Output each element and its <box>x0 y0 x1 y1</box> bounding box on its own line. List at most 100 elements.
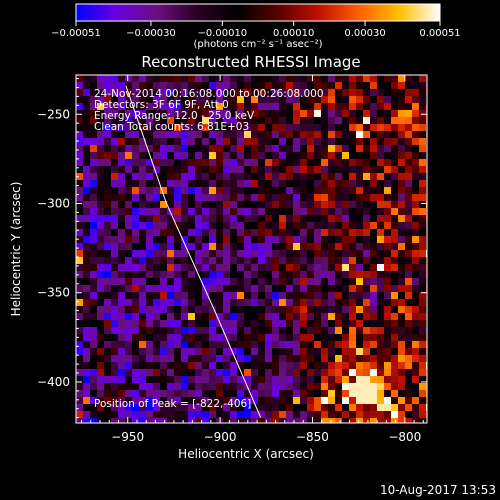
heatmap-cell <box>223 194 230 201</box>
heatmap-cell <box>272 348 279 355</box>
heatmap-cell <box>363 82 370 89</box>
heatmap-cell <box>384 194 391 201</box>
heatmap-cell <box>349 334 356 341</box>
heatmap-cell <box>181 124 188 131</box>
heatmap-cell <box>398 138 405 145</box>
heatmap-cell <box>363 418 370 423</box>
heatmap-cell <box>202 348 209 355</box>
heatmap-cell <box>83 96 90 103</box>
heatmap-cell <box>153 278 160 285</box>
heatmap-cell <box>76 306 83 313</box>
heatmap-cell <box>328 89 335 96</box>
heatmap-cell <box>97 131 104 138</box>
heatmap-cell <box>384 250 391 257</box>
heatmap-cell <box>321 166 328 173</box>
heatmap-cell <box>76 89 83 96</box>
heatmap-cell <box>237 418 244 423</box>
heatmap-cell <box>237 355 244 362</box>
heatmap-cell <box>307 117 314 124</box>
heatmap-cell <box>76 376 83 383</box>
heatmap-cell <box>293 152 300 159</box>
heatmap-cell <box>335 201 342 208</box>
heatmap-cell <box>419 180 426 187</box>
heatmap-cell <box>167 75 174 82</box>
heatmap-cell <box>244 215 251 222</box>
heatmap-cell <box>223 236 230 243</box>
heatmap-cell <box>335 390 342 397</box>
heatmap-cell <box>97 313 104 320</box>
heatmap-cell <box>286 355 293 362</box>
heatmap-cell <box>293 306 300 313</box>
heatmap-cell <box>125 173 132 180</box>
heatmap-cell <box>363 75 370 82</box>
heatmap-cell <box>195 299 202 306</box>
heatmap-cell <box>272 257 279 264</box>
heatmap-cell <box>146 194 153 201</box>
heatmap-cell <box>307 187 314 194</box>
heatmap-cell <box>230 306 237 313</box>
heatmap-cell <box>160 250 167 257</box>
heatmap-cell <box>328 404 335 411</box>
heatmap-cell <box>272 145 279 152</box>
heatmap-cell <box>118 257 125 264</box>
heatmap-cell <box>153 376 160 383</box>
heatmap-cell <box>335 348 342 355</box>
heatmap-cell <box>412 334 419 341</box>
heatmap-cell <box>391 236 398 243</box>
heatmap-cell <box>328 180 335 187</box>
heatmap-cell <box>265 110 272 117</box>
heatmap-cell <box>300 285 307 292</box>
heatmap-cell <box>181 117 188 124</box>
heatmap-cell <box>188 313 195 320</box>
heatmap-cell <box>118 369 125 376</box>
heatmap-cell <box>132 103 139 110</box>
heatmap-cell <box>363 138 370 145</box>
heatmap-cell <box>153 264 160 271</box>
heatmap-cell <box>314 173 321 180</box>
heatmap-cell <box>272 96 279 103</box>
heatmap-cell <box>167 180 174 187</box>
heatmap-cell <box>146 96 153 103</box>
heatmap-cell <box>216 278 223 285</box>
heatmap-cell <box>118 292 125 299</box>
heatmap-cell <box>244 292 251 299</box>
heatmap-cell <box>314 376 321 383</box>
heatmap-cell <box>328 418 335 423</box>
heatmap-cell <box>377 138 384 145</box>
heatmap-cell <box>209 264 216 271</box>
heatmap-cell <box>174 404 181 411</box>
heatmap-cell <box>377 82 384 89</box>
heatmap-cell <box>125 243 132 250</box>
heatmap-cell <box>398 278 405 285</box>
colorbar-tick-label: −0.00030 <box>126 28 176 39</box>
heatmap-cell <box>286 208 293 215</box>
heatmap-cell <box>97 376 104 383</box>
heatmap-cell <box>363 222 370 229</box>
heatmap-cell <box>279 411 286 418</box>
heatmap-cell <box>104 404 111 411</box>
heatmap-cell <box>356 355 363 362</box>
heatmap-cell <box>293 257 300 264</box>
heatmap-cell <box>83 152 90 159</box>
heatmap-cell <box>153 369 160 376</box>
heatmap-cell <box>363 404 370 411</box>
heatmap-cell <box>118 236 125 243</box>
heatmap-cell <box>412 278 419 285</box>
heatmap-cell <box>76 152 83 159</box>
heatmap-cell <box>76 264 83 271</box>
heatmap-cell <box>300 215 307 222</box>
heatmap-cell <box>146 397 153 404</box>
heatmap-cell <box>167 285 174 292</box>
heatmap-cell <box>265 180 272 187</box>
heatmap-cell <box>419 173 426 180</box>
heatmap-cell <box>412 418 419 423</box>
heatmap-cell <box>83 89 90 96</box>
heatmap-cell <box>356 411 363 418</box>
heatmap-cell <box>174 124 181 131</box>
heatmap-cell <box>342 327 349 334</box>
heatmap-cell <box>118 271 125 278</box>
heatmap-cell <box>370 138 377 145</box>
heatmap-cell <box>419 117 426 124</box>
heatmap-cell <box>370 82 377 89</box>
heatmap-cell <box>321 222 328 229</box>
